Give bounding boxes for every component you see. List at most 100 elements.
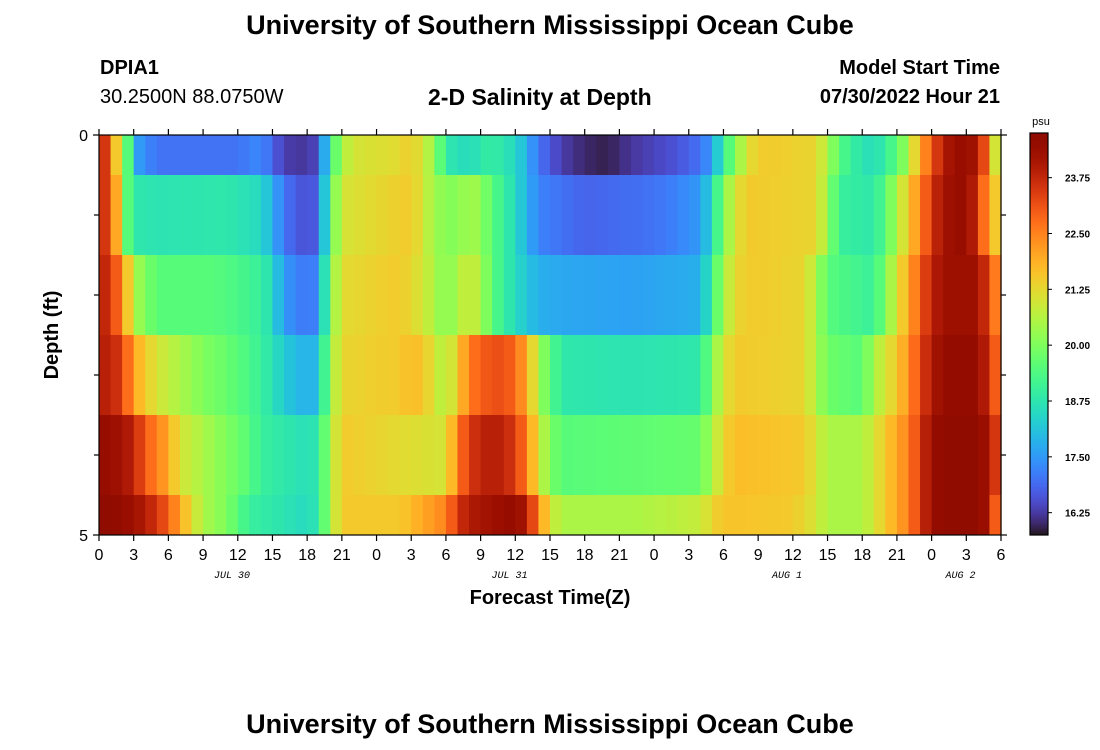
heatmap-cell <box>584 255 597 335</box>
heatmap-cell <box>792 335 806 415</box>
x-tick-label: 0 <box>650 547 659 564</box>
heatmap-cell <box>769 415 782 495</box>
heatmap-cell <box>966 335 979 415</box>
heatmap-cell <box>839 415 852 495</box>
heatmap-cell <box>700 495 713 535</box>
heatmap-cell <box>203 175 216 255</box>
heatmap-cell <box>804 335 817 415</box>
heatmap-cell <box>145 255 158 335</box>
heatmap-cell <box>769 255 782 335</box>
heatmap-cell <box>723 175 736 255</box>
heatmap-cell <box>191 135 204 175</box>
heatmap-cell <box>492 135 505 175</box>
heatmap-cell <box>850 135 863 175</box>
heatmap-cell <box>804 135 817 175</box>
heatmap-cell <box>677 335 690 415</box>
heatmap-cell <box>989 175 1002 255</box>
heatmap-cell <box>330 135 343 175</box>
heatmap-cell <box>630 415 644 495</box>
heatmap-cell <box>284 335 297 415</box>
heatmap-cell <box>954 415 967 495</box>
heatmap-cell <box>237 255 250 335</box>
heatmap-cell <box>457 415 470 495</box>
heatmap-cell <box>954 135 967 175</box>
heatmap-cell <box>931 175 944 255</box>
heatmap-cell <box>815 335 829 415</box>
x-tick-label: 6 <box>441 547 450 564</box>
heatmap-cell <box>607 135 620 175</box>
heatmap-cell <box>654 175 667 255</box>
heatmap-cell <box>376 335 389 415</box>
heatmap-cell <box>758 175 771 255</box>
heatmap-cell <box>376 255 389 335</box>
heatmap-cell <box>931 495 944 535</box>
heatmap-cell <box>307 175 320 255</box>
heatmap-cell <box>480 135 493 175</box>
heatmap-cell <box>746 175 759 255</box>
colorbar-tick-label: 21.25 <box>1065 285 1090 296</box>
heatmap-cell <box>931 135 944 175</box>
heatmap-cell <box>735 175 748 255</box>
heatmap-cell <box>550 495 563 535</box>
heatmap-cell <box>931 415 944 495</box>
heatmap-cell <box>203 335 216 415</box>
heatmap-cell <box>353 135 366 175</box>
heatmap-cell <box>341 335 355 415</box>
heatmap-cell <box>203 255 216 335</box>
heatmap-cell <box>156 495 169 535</box>
heatmap-cell <box>862 495 875 535</box>
x-tick-label: 21 <box>888 547 906 564</box>
heatmap-cell <box>654 415 667 495</box>
heatmap-cell <box>376 175 389 255</box>
heatmap-cell <box>839 175 852 255</box>
heatmap-cell <box>989 335 1002 415</box>
heatmap-cell <box>573 255 586 335</box>
heatmap-cell <box>665 135 678 175</box>
heatmap-cell <box>688 415 701 495</box>
y-tick-label: 5 <box>79 528 88 545</box>
heatmap-cell <box>99 415 112 495</box>
x-tick-label: 3 <box>962 547 971 564</box>
heatmap-cell <box>480 335 493 415</box>
heatmap-cell <box>688 495 701 535</box>
heatmap-cell <box>99 255 112 335</box>
heatmap-cell <box>723 495 736 535</box>
heatmap-cell <box>237 175 250 255</box>
heatmap-cell <box>804 175 817 255</box>
heatmap-cell <box>711 255 725 335</box>
heatmap-cell <box>330 175 343 255</box>
heatmap-cell <box>503 255 516 335</box>
heatmap-cell <box>538 175 551 255</box>
heatmap-cell <box>896 415 910 495</box>
heatmap-cell <box>538 415 551 495</box>
heatmap-cell <box>862 135 875 175</box>
heatmap-cell <box>688 255 701 335</box>
heatmap-cell <box>445 495 459 535</box>
heatmap-cell <box>850 495 863 535</box>
heatmap-cell <box>654 335 667 415</box>
x-tick-label: 15 <box>541 547 559 564</box>
heatmap-cell <box>388 495 401 535</box>
chart-subtitle: 2-D Salinity at Depth <box>428 84 652 110</box>
heatmap-cell <box>469 415 482 495</box>
heatmap-cell <box>341 495 355 535</box>
heatmap-cell <box>758 135 771 175</box>
x-tick-label: 3 <box>684 547 693 564</box>
heatmap-cell <box>99 135 112 175</box>
heatmap-cell <box>908 175 921 255</box>
heatmap-cell <box>503 175 516 255</box>
heatmap-cell <box>515 415 528 495</box>
model-start-label: Model Start Time <box>839 57 1000 79</box>
heatmap-cell <box>376 495 389 535</box>
heatmap-cell <box>723 415 736 495</box>
heatmap-cell <box>850 255 863 335</box>
heatmap-cell <box>781 495 794 535</box>
heatmap-cell <box>411 135 424 175</box>
heatmap-cell <box>665 255 678 335</box>
heatmap-cell <box>110 255 123 335</box>
heatmap-cell <box>584 415 597 495</box>
heatmap-cell <box>341 175 355 255</box>
heatmap-cell <box>226 135 239 175</box>
x-axis: 0 3 6 9 12 15 18 21 0 3 6 9 12 15 18 21 0 3 6 9 12 15 18 21 0 3 6 J… <box>95 129 1006 582</box>
heatmap-cell <box>503 335 516 415</box>
